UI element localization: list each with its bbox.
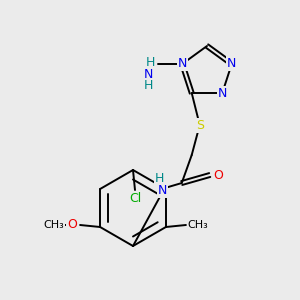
- Text: N: N: [218, 86, 227, 100]
- Text: N: N: [178, 58, 187, 70]
- Text: N: N: [158, 184, 167, 196]
- Text: H: H: [144, 80, 153, 92]
- Text: H: H: [146, 56, 155, 70]
- Text: H: H: [155, 172, 164, 184]
- Text: S: S: [196, 118, 204, 131]
- Text: N: N: [227, 58, 236, 70]
- Text: N: N: [144, 68, 153, 82]
- Text: CH₃: CH₃: [44, 220, 64, 230]
- Text: O: O: [213, 169, 223, 182]
- Text: Cl: Cl: [129, 191, 141, 205]
- Text: CH₃: CH₃: [188, 220, 208, 230]
- Text: O: O: [67, 218, 77, 232]
